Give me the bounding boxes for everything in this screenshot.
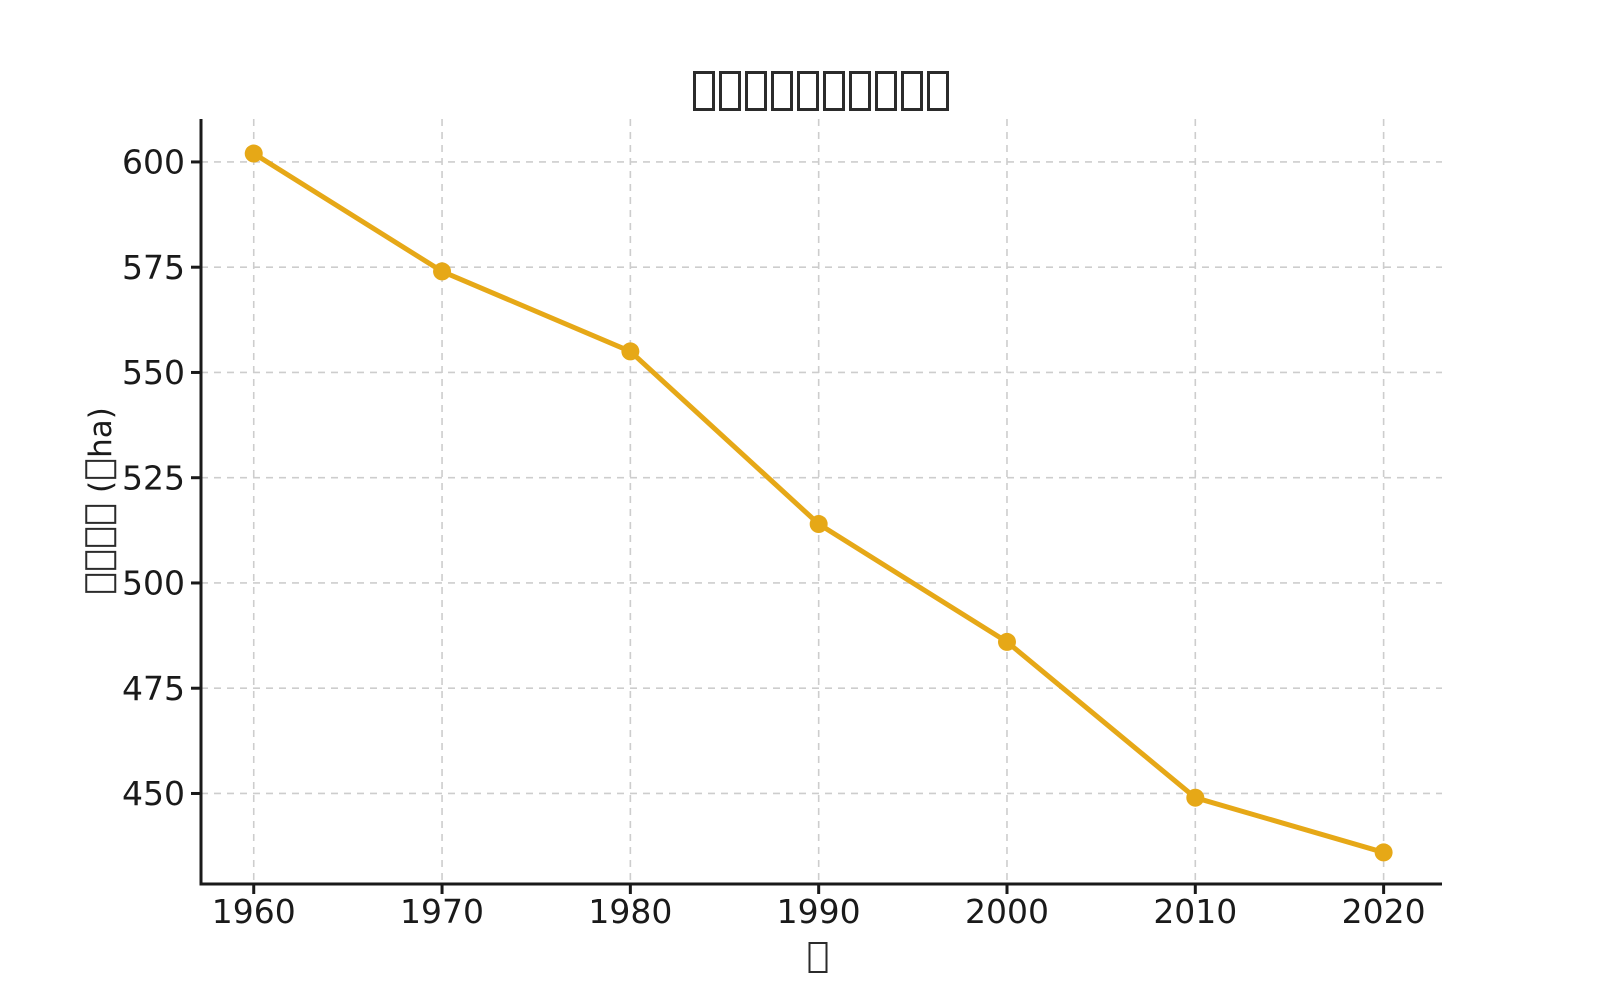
chart-title (691, 68, 951, 112)
missing-glyph-box (85, 527, 117, 547)
missing-glyph-box (901, 70, 923, 111)
missing-glyph-box (693, 70, 715, 111)
glyph-text: ) (82, 407, 119, 420)
data-point-marker (809, 515, 828, 534)
y-tick-label: 550 (122, 353, 185, 392)
data-point-marker (1374, 843, 1393, 862)
missing-glyph-box (745, 70, 767, 111)
data-point-marker (244, 144, 263, 163)
x-tick-label: 2010 (1153, 892, 1237, 931)
missing-glyph-box (719, 70, 741, 111)
missing-glyph-box (85, 504, 117, 524)
x-tick-label: 2000 (965, 892, 1049, 931)
missing-glyph-box (771, 70, 793, 111)
glyph-text: ( (82, 480, 119, 494)
missing-glyph-box (849, 70, 871, 111)
x-tick-label: 1990 (777, 892, 861, 931)
missing-glyph-box (808, 942, 828, 973)
glyph-text (83, 493, 119, 503)
y-tick-label: 525 (122, 458, 185, 497)
missing-glyph-box (85, 573, 117, 593)
x-axis-label (807, 938, 830, 974)
y-tick-label: 475 (122, 669, 185, 708)
data-point-marker (1186, 788, 1205, 807)
y-tick-label: 600 (122, 142, 185, 181)
missing-glyph-box (823, 70, 845, 111)
x-tick-label: 1980 (588, 892, 672, 931)
data-point-marker (997, 632, 1016, 651)
missing-glyph-box (875, 70, 897, 111)
missing-glyph-box (85, 550, 117, 570)
missing-glyph-box (927, 70, 949, 111)
y-axis-label: ( ha) (81, 407, 119, 595)
glyph-text: h (82, 438, 119, 458)
data-point-marker (621, 342, 640, 361)
y-tick-label: 450 (122, 774, 185, 813)
missing-glyph-box (797, 70, 819, 111)
x-tick-label: 1960 (212, 892, 296, 931)
glyph-text: a (82, 419, 119, 439)
x-tick-label: 1970 (400, 892, 484, 931)
missing-glyph-box (85, 459, 117, 479)
y-tick-label: 500 (122, 564, 185, 603)
data-point-marker (433, 262, 452, 281)
x-tick-label: 2020 (1342, 892, 1426, 931)
y-tick-label: 575 (122, 248, 185, 287)
